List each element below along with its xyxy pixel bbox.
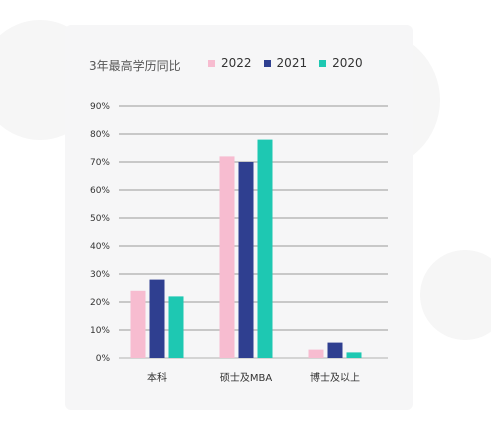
legend-swatch-2022 xyxy=(208,59,215,67)
chart-title: 3年最高学历同比 xyxy=(89,59,181,73)
bar xyxy=(327,342,343,358)
legend-label-2020: 2020 xyxy=(332,56,363,70)
x-tick-label: 硕士及MBA xyxy=(220,371,272,384)
y-tick-label: 20% xyxy=(90,298,110,308)
y-tick-label: 10% xyxy=(90,326,110,336)
bar xyxy=(308,349,324,358)
bar xyxy=(257,139,273,358)
legend-item-2022: 2022 xyxy=(208,56,252,70)
bar xyxy=(168,296,184,358)
y-tick-label: 70% xyxy=(90,158,110,168)
legend-swatch-2020 xyxy=(319,59,327,67)
y-tick-label: 50% xyxy=(90,214,110,224)
x-tick-label: 博士及以上 xyxy=(310,371,360,384)
legend-swatch-2021 xyxy=(263,59,271,67)
bar xyxy=(238,162,254,358)
bar xyxy=(149,279,165,358)
bar xyxy=(346,352,362,358)
bar xyxy=(130,290,146,358)
y-tick-label: 0% xyxy=(96,354,111,364)
chart-legend: 2022 2021 2020 xyxy=(208,56,363,70)
y-tick-label: 40% xyxy=(90,242,110,252)
y-tick-label: 80% xyxy=(90,130,110,140)
y-tick-label: 90% xyxy=(90,102,110,112)
legend-item-2020: 2020 xyxy=(319,56,363,70)
y-tick-label: 60% xyxy=(90,186,110,196)
bar xyxy=(219,156,235,358)
y-tick-label: 30% xyxy=(90,270,110,280)
legend-label-2021: 2021 xyxy=(276,56,308,70)
x-tick-label: 本科 xyxy=(147,371,167,384)
legend-label-2022: 2022 xyxy=(221,56,252,70)
legend-item-2021: 2021 xyxy=(263,56,308,70)
watermark-shape xyxy=(420,250,491,340)
